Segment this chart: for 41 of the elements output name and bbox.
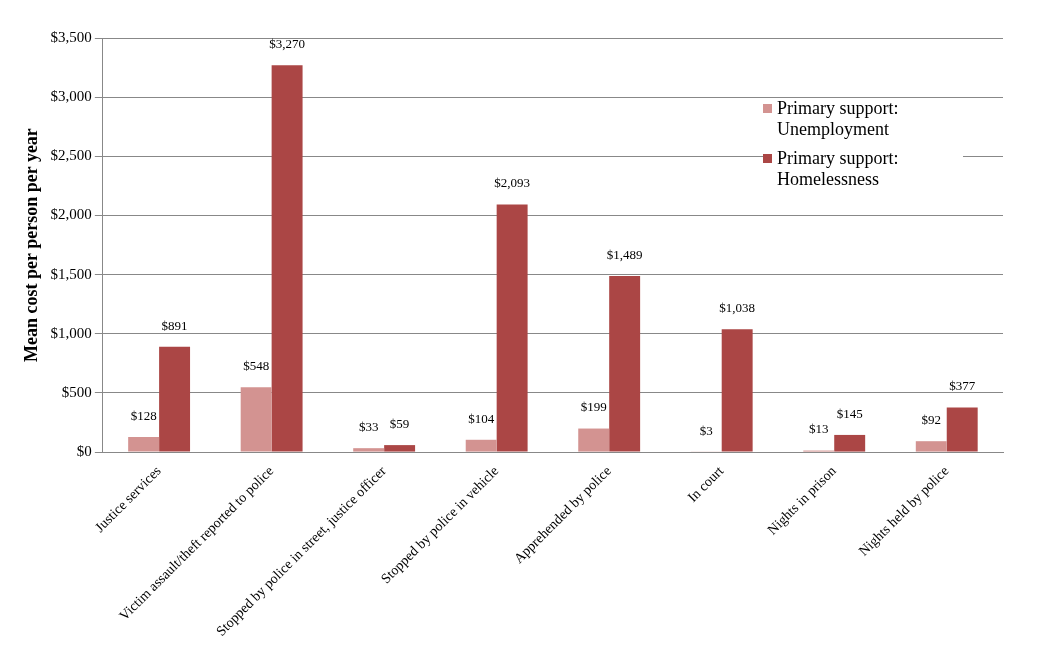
bar <box>159 346 191 452</box>
bar <box>128 436 160 452</box>
y-tick-label: $3,000 <box>50 88 92 105</box>
legend-label: Primary support: Unemployment <box>777 98 900 140</box>
data-label: $1,038 <box>719 300 756 316</box>
data-label: $891 <box>161 317 188 333</box>
data-label: $33 <box>358 419 379 435</box>
data-label: $199 <box>580 399 607 415</box>
data-label: $145 <box>836 405 863 421</box>
y-tick-label: $500 <box>61 383 92 400</box>
y-tick-label: $1,500 <box>50 265 92 282</box>
data-label: $548 <box>243 358 270 374</box>
bar <box>946 407 978 452</box>
y-tick-label: $1,000 <box>50 324 92 341</box>
bar <box>496 204 528 452</box>
data-label: $377 <box>949 378 976 394</box>
legend-label: Primary support: Homelessness <box>777 148 900 190</box>
bar <box>578 428 610 452</box>
data-label: $92 <box>921 412 942 428</box>
y-tick-label: $2,500 <box>50 147 92 164</box>
y-tick-label: $2,000 <box>50 206 92 223</box>
bar <box>353 448 385 452</box>
bar <box>609 275 641 452</box>
data-label: $1,489 <box>606 246 643 262</box>
bar <box>834 434 866 452</box>
data-label: $59 <box>389 416 410 432</box>
data-label: $3,270 <box>269 36 305 52</box>
y-tick-label: $3,500 <box>50 28 92 45</box>
y-axis-title: Mean cost per person per year <box>21 128 42 362</box>
data-label: $2,093 <box>494 175 531 191</box>
bar <box>271 65 303 452</box>
data-label: $128 <box>130 407 157 423</box>
bar <box>240 387 272 452</box>
data-label: $3 <box>699 422 713 438</box>
y-tick-label: $0 <box>76 443 92 460</box>
data-label: $13 <box>809 421 829 437</box>
bar <box>465 439 497 452</box>
bar <box>721 329 753 452</box>
bar <box>915 441 947 452</box>
data-label: $104 <box>468 410 495 426</box>
bar <box>384 445 416 452</box>
